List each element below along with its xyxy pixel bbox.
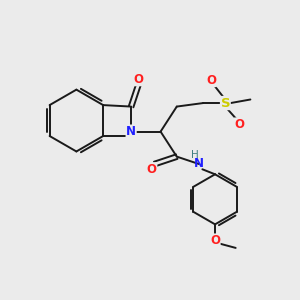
Text: O: O — [147, 163, 157, 176]
Text: N: N — [126, 125, 136, 138]
Text: O: O — [206, 74, 216, 87]
Text: S: S — [220, 97, 230, 110]
Text: O: O — [134, 73, 143, 86]
Text: N: N — [194, 158, 204, 170]
Text: O: O — [210, 234, 220, 247]
Text: H: H — [190, 150, 198, 160]
Text: O: O — [235, 118, 244, 131]
